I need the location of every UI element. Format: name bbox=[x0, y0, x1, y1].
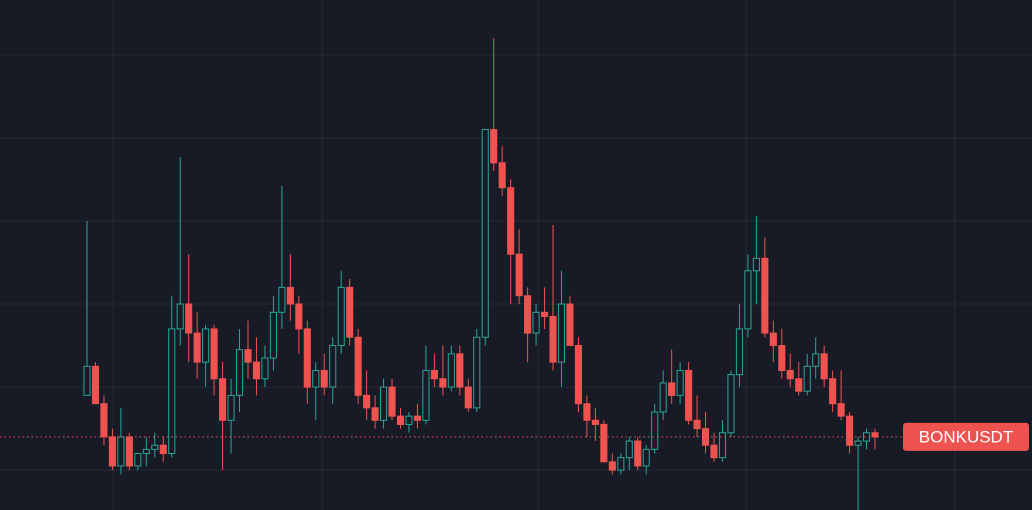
candle-body bbox=[252, 361, 261, 380]
candle-body bbox=[735, 328, 743, 376]
candle-body bbox=[498, 162, 506, 189]
candle-body bbox=[346, 286, 354, 338]
candle-body bbox=[846, 415, 854, 446]
candle-body bbox=[591, 419, 599, 425]
candle-body bbox=[795, 378, 803, 392]
candle-body bbox=[380, 386, 388, 421]
candle-body bbox=[549, 315, 557, 363]
candle-body bbox=[117, 436, 125, 467]
candle-body bbox=[625, 440, 633, 459]
candle-body bbox=[125, 436, 133, 467]
candle-body bbox=[710, 444, 718, 459]
candle-body bbox=[769, 332, 777, 347]
candle-body bbox=[718, 432, 727, 459]
candle-body bbox=[303, 328, 311, 388]
candle-body bbox=[413, 415, 422, 421]
candle-body bbox=[642, 448, 650, 467]
candle-body bbox=[202, 328, 210, 363]
candle-body bbox=[151, 444, 159, 450]
candle-body bbox=[422, 369, 430, 421]
candle-body bbox=[574, 345, 582, 405]
candle-body bbox=[100, 403, 108, 438]
candle-body bbox=[219, 378, 227, 421]
candle-body bbox=[540, 311, 549, 317]
candle-body bbox=[388, 386, 396, 417]
candle-body bbox=[185, 303, 193, 334]
candle-body bbox=[456, 353, 464, 388]
candle-body bbox=[786, 369, 794, 380]
candle-body bbox=[600, 423, 608, 463]
candle-body bbox=[871, 432, 879, 438]
candle-body bbox=[490, 129, 498, 164]
candle-body bbox=[481, 129, 489, 338]
candle-body bbox=[447, 353, 455, 388]
candle-body bbox=[91, 365, 100, 405]
candle-body bbox=[337, 286, 345, 347]
candle-body bbox=[524, 295, 532, 334]
candle-body bbox=[778, 345, 786, 371]
candle-body bbox=[405, 415, 413, 425]
candle-body bbox=[837, 403, 845, 417]
candle-body bbox=[329, 345, 337, 388]
candle-body bbox=[668, 382, 676, 396]
candle-body bbox=[651, 411, 659, 450]
candle-body bbox=[286, 286, 294, 305]
candle-body bbox=[193, 332, 201, 363]
candle-body bbox=[371, 407, 379, 421]
candle-body bbox=[744, 270, 752, 330]
candle-body bbox=[727, 374, 735, 434]
symbol-label-bg bbox=[903, 422, 1029, 451]
candle-body bbox=[820, 353, 828, 380]
candle-body bbox=[515, 253, 523, 297]
candle-body bbox=[617, 457, 625, 471]
candle-body bbox=[269, 311, 277, 359]
candle-body bbox=[557, 303, 566, 363]
candle-body bbox=[278, 286, 286, 313]
candle-body bbox=[396, 415, 405, 425]
candle-body bbox=[676, 369, 684, 396]
candle-body bbox=[464, 386, 472, 409]
candle-body bbox=[473, 336, 481, 409]
time-grid bbox=[112, 0, 956, 510]
candle-body bbox=[812, 353, 820, 367]
candle-body bbox=[634, 440, 642, 467]
candle-body bbox=[507, 187, 515, 255]
candle-body bbox=[659, 382, 667, 413]
candle-body bbox=[320, 369, 328, 388]
candle-body bbox=[168, 328, 176, 455]
candle-body bbox=[761, 257, 769, 334]
candle-body bbox=[752, 257, 760, 272]
candle-body bbox=[854, 440, 862, 446]
candle-body bbox=[235, 349, 244, 396]
candle-body bbox=[685, 369, 693, 421]
candle-body bbox=[227, 394, 235, 421]
candle-body bbox=[532, 311, 540, 334]
candle-body bbox=[430, 369, 438, 380]
candle-body bbox=[312, 369, 320, 388]
symbol-label: BONKUSDT bbox=[919, 427, 1013, 446]
candle-body bbox=[83, 365, 91, 396]
candle-body bbox=[108, 436, 116, 467]
candle-body bbox=[608, 461, 616, 471]
candle-body bbox=[142, 448, 150, 455]
candle-body bbox=[354, 336, 362, 396]
candle-body bbox=[261, 357, 269, 380]
candle-body bbox=[210, 328, 218, 380]
candle-body bbox=[295, 303, 303, 330]
candle-body bbox=[439, 378, 447, 388]
candle-body bbox=[693, 419, 701, 430]
candle-body bbox=[363, 394, 371, 409]
candle-body bbox=[159, 444, 167, 455]
candle-body bbox=[829, 378, 837, 405]
candle-body bbox=[134, 453, 142, 467]
candle-body bbox=[803, 365, 811, 392]
candle-body bbox=[566, 303, 574, 347]
candle-body bbox=[583, 403, 591, 421]
candle-body bbox=[244, 349, 252, 363]
candle-body bbox=[176, 303, 184, 330]
